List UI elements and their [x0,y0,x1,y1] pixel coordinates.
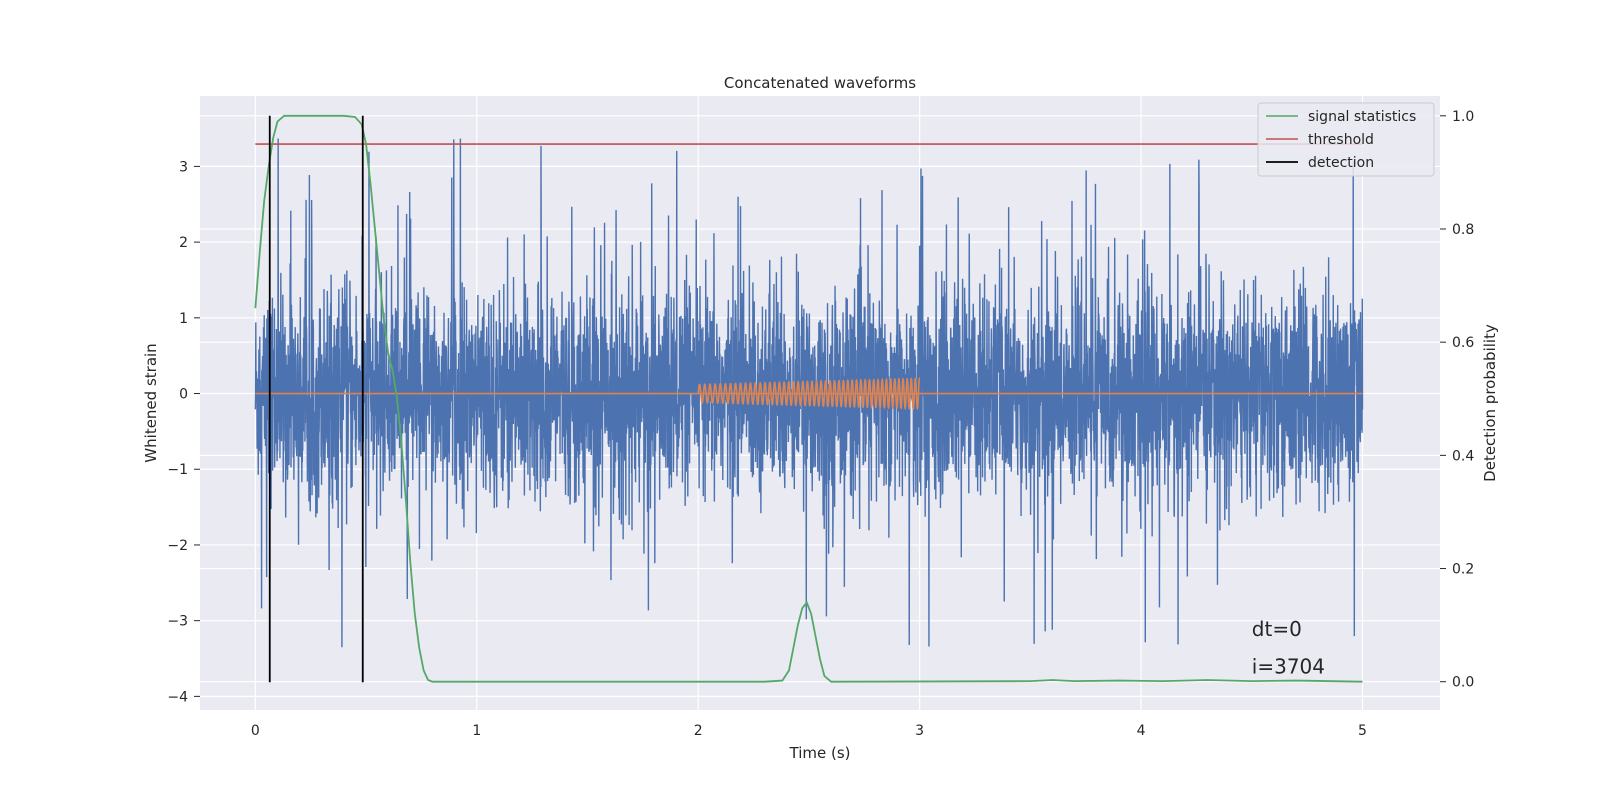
x-tick-label: 1 [472,723,481,739]
y-tick-label: 2 [179,235,188,251]
y2-tick-label: 0.4 [1452,448,1474,464]
y2-tick-label: 0.2 [1452,562,1474,578]
series-layer [254,114,1364,683]
chart-title: Concatenated waveforms [724,74,916,92]
noise-series-line [254,138,1364,648]
chirp-series-line [697,376,921,411]
y-tick-label: −4 [167,689,188,705]
y-tick-label: −1 [167,462,188,478]
legend: signal statistics threshold detection [1257,102,1435,177]
signal-statistics-line [254,114,1363,683]
x-tick-label: 3 [915,723,924,739]
ticks-layer: 0 1 2 3 4 5 −4 −3 −2 −1 0 1 2 3 0.0 0.2 0.4 0.6 0.8 1.0 [167,109,1474,739]
y2-axis-label: Detection probability [1481,324,1499,482]
annotation-text: dt=0 [1252,617,1302,641]
y-axis-label: Whitened strain [142,343,160,462]
y2-tick-label: 0.6 [1452,335,1474,351]
y2-tick-label: 0.8 [1452,222,1474,238]
x-tick-label: 0 [251,723,260,739]
y-tick-label: 0 [179,387,188,403]
legend-box [1257,102,1435,177]
x-tick-label: 2 [694,723,703,739]
y-tick-label: 1 [179,311,188,327]
legend-threshold-label: threshold [1308,132,1374,148]
x-tick-label: 5 [1358,723,1367,739]
grid [200,96,1440,710]
y2-tick-label: 0.0 [1452,675,1474,691]
annotation-text: i=3704 [1252,655,1325,679]
legend-detection-label: detection [1308,155,1374,171]
annotations-layer: dt=0 i=3704 [1252,617,1325,679]
x-tick-label: 4 [1137,723,1146,739]
legend-signal-statistics-label: signal statistics [1308,109,1416,125]
x-axis-label: Time (s) [789,744,851,762]
y-tick-label: 3 [179,159,188,175]
y-tick-label: −2 [167,538,188,554]
y2-tick-label: 1.0 [1452,109,1474,125]
y-tick-label: −3 [167,614,188,630]
